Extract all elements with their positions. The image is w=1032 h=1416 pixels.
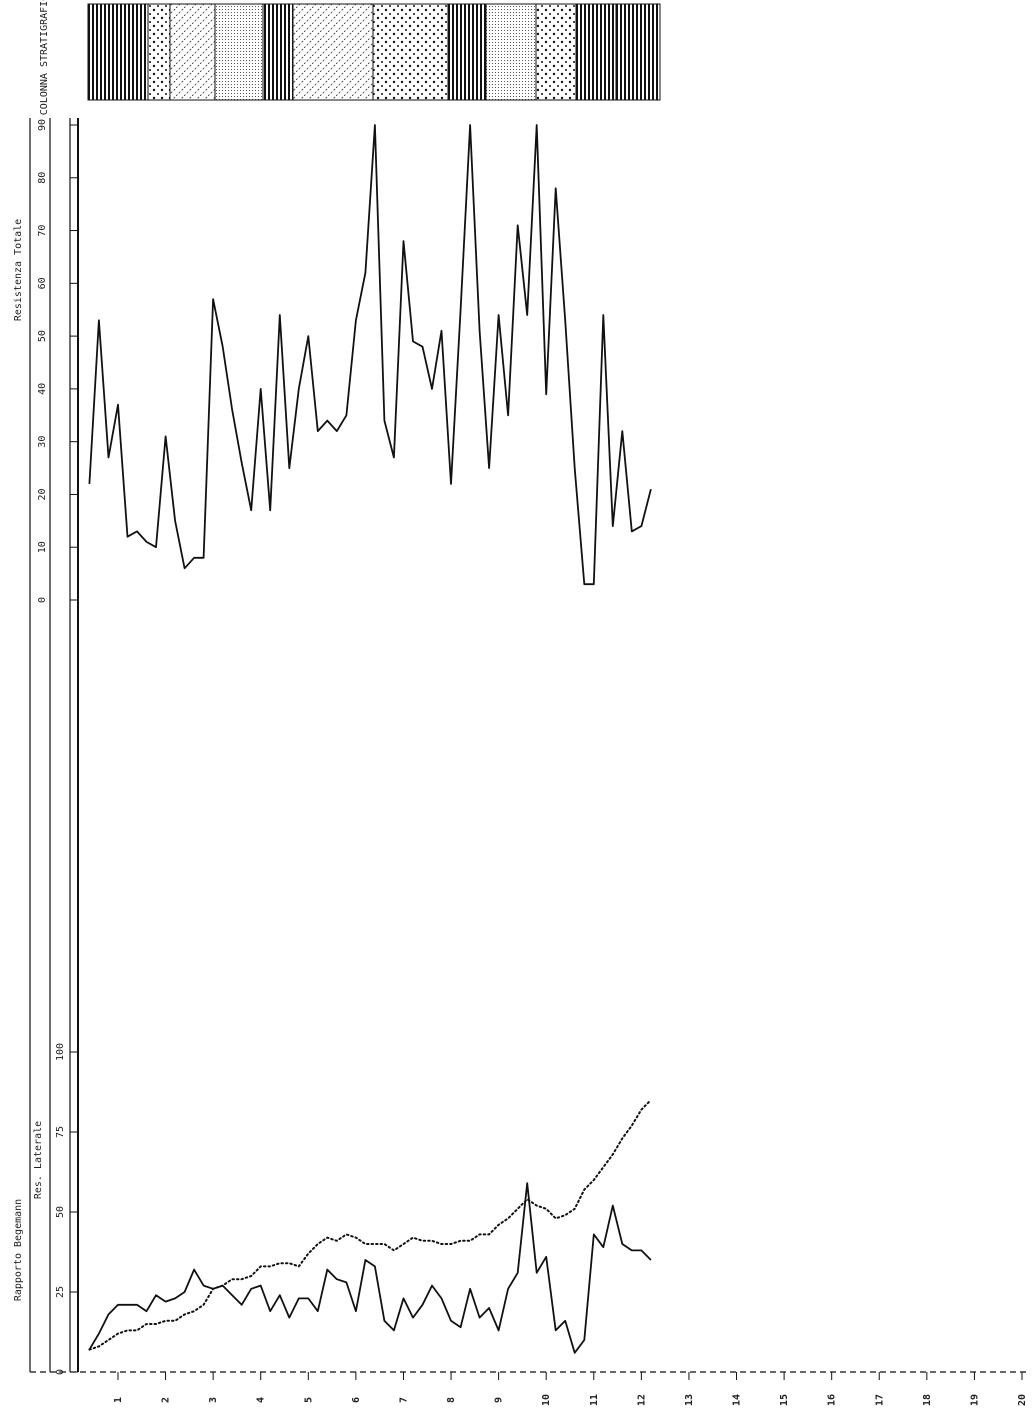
y-tick-label: 25 xyxy=(55,1286,66,1298)
y-tick-label: 0 xyxy=(37,597,48,603)
x-tick-label: 17 xyxy=(874,1394,885,1406)
column-title: COLONNA STRATIGRAFICA xyxy=(39,0,50,115)
x-tick-label: 4 xyxy=(256,1397,267,1403)
x-tick-label: 15 xyxy=(779,1394,790,1406)
x-tick-label: 13 xyxy=(684,1394,695,1406)
y-tick-label: 70 xyxy=(37,225,48,237)
data-line xyxy=(88,124,652,586)
y-tick-label: 50 xyxy=(55,1206,66,1218)
y-tick-label: 50 xyxy=(37,330,48,342)
x-tick-label: 20 xyxy=(1017,1394,1028,1406)
x-tick-label: 12 xyxy=(636,1394,647,1406)
x-tick-label: 6 xyxy=(351,1397,362,1403)
y-tick-label: 10 xyxy=(37,541,48,553)
legend-label: Rapporto Begemann xyxy=(13,1199,24,1301)
x-tick-label: 3 xyxy=(208,1397,219,1403)
x-tick-label: 9 xyxy=(494,1397,505,1403)
frame xyxy=(29,118,1030,1373)
data-line xyxy=(88,1099,652,1351)
y-tick-label: 100 xyxy=(55,1043,66,1061)
x-tick-label: 18 xyxy=(922,1394,933,1406)
y-tick-label: 80 xyxy=(37,172,48,184)
x-tick-label: 1 xyxy=(113,1397,124,1403)
x-tick-label: 11 xyxy=(589,1394,600,1406)
y-tick-label: 40 xyxy=(37,383,48,395)
y-tick-label: 75 xyxy=(55,1126,66,1138)
x-tick-label: 2 xyxy=(161,1397,172,1403)
x-tick-label: 10 xyxy=(541,1394,552,1406)
x-tick-label: 19 xyxy=(969,1394,980,1406)
x-tick-label: 5 xyxy=(303,1397,314,1403)
x-tick-label: 7 xyxy=(398,1397,409,1403)
x-tick-label: 14 xyxy=(732,1394,743,1406)
y-tick-label: 30 xyxy=(37,436,48,448)
y-tick-label: 90 xyxy=(37,119,48,131)
legend-label: Resistenza Totale xyxy=(13,219,24,321)
legend-label: Res. Laterale xyxy=(33,1121,44,1199)
stratigraphic-column xyxy=(87,3,661,101)
x-tick-label: 16 xyxy=(827,1394,838,1406)
y-tick-label: 60 xyxy=(37,277,48,289)
data-line xyxy=(88,1182,652,1354)
y-tick-label: 20 xyxy=(37,488,48,500)
y-tick-label: 0 xyxy=(55,1369,66,1375)
x-tick-label: 8 xyxy=(446,1397,457,1403)
